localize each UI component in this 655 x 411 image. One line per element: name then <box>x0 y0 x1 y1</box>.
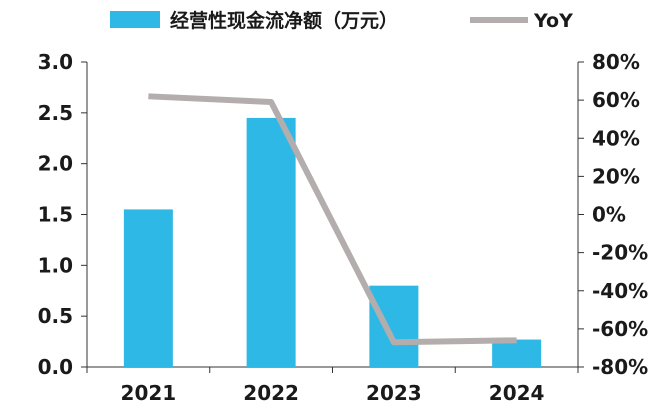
right-tick-label: -60% <box>592 317 648 341</box>
right-tick-label: 40% <box>592 126 640 150</box>
left-tick-label: 1.0 <box>38 253 73 277</box>
legend: 经营性现金流净额（万元） YoY <box>110 9 573 32</box>
left-tick-label: 2.5 <box>38 101 73 125</box>
x-tick-label: 2024 <box>489 381 545 405</box>
legend-label-line: YoY <box>533 10 573 32</box>
bar <box>123 209 173 367</box>
right-tick-label: -40% <box>592 279 648 303</box>
right-tick-label: 20% <box>592 164 640 188</box>
x-tick-label: 2023 <box>366 381 422 405</box>
axes: 0.0 0.5 1.0 1.5 2.0 2.5 3.0 -80% -60% -40% -20% 0% 2… <box>38 50 649 405</box>
right-tick-label: 80% <box>592 50 640 74</box>
legend-label-bar: 经营性现金流净额（万元） <box>170 9 398 32</box>
left-tick-label: 0.0 <box>38 355 73 379</box>
right-tick-label: 60% <box>592 88 640 112</box>
yoy-line <box>148 93 517 346</box>
bar <box>369 285 419 367</box>
left-tick-label: 3.0 <box>38 50 73 74</box>
right-tick-label: 0% <box>592 203 626 227</box>
right-tick-label: -20% <box>592 241 648 265</box>
line-series <box>148 93 517 346</box>
left-tick-label: 1.5 <box>38 203 73 227</box>
bar <box>492 339 542 367</box>
left-tick-label: 0.5 <box>38 304 73 328</box>
legend-swatch-bar <box>110 11 160 28</box>
bar-series <box>123 117 542 368</box>
x-tick-label: 2021 <box>121 381 177 405</box>
bar <box>246 117 296 368</box>
left-tick-label: 2.0 <box>38 152 73 176</box>
right-tick-label: -80% <box>592 355 648 379</box>
x-tick-label: 2022 <box>243 381 299 405</box>
